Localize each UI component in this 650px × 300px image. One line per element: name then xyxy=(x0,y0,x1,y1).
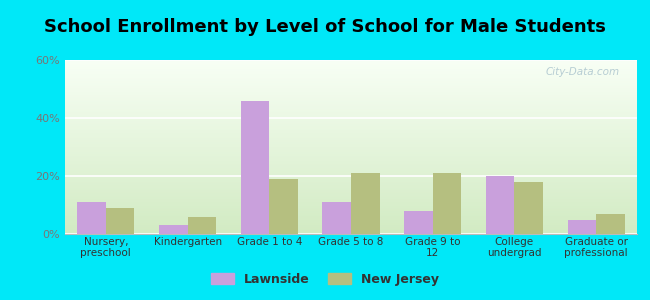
Bar xyxy=(514,182,543,234)
Text: City-Data.com: City-Data.com xyxy=(546,67,620,77)
Bar xyxy=(404,211,433,234)
Bar xyxy=(240,100,269,234)
Bar xyxy=(486,176,514,234)
Bar xyxy=(269,179,298,234)
Bar xyxy=(322,202,351,234)
Bar xyxy=(77,202,106,234)
Legend: Lawnside, New Jersey: Lawnside, New Jersey xyxy=(206,268,444,291)
Bar xyxy=(596,214,625,234)
Bar xyxy=(106,208,135,234)
Bar xyxy=(188,217,216,234)
Bar xyxy=(433,173,462,234)
Text: School Enrollment by Level of School for Male Students: School Enrollment by Level of School for… xyxy=(44,18,606,36)
Bar xyxy=(567,220,596,234)
Bar xyxy=(351,173,380,234)
Bar xyxy=(159,225,188,234)
